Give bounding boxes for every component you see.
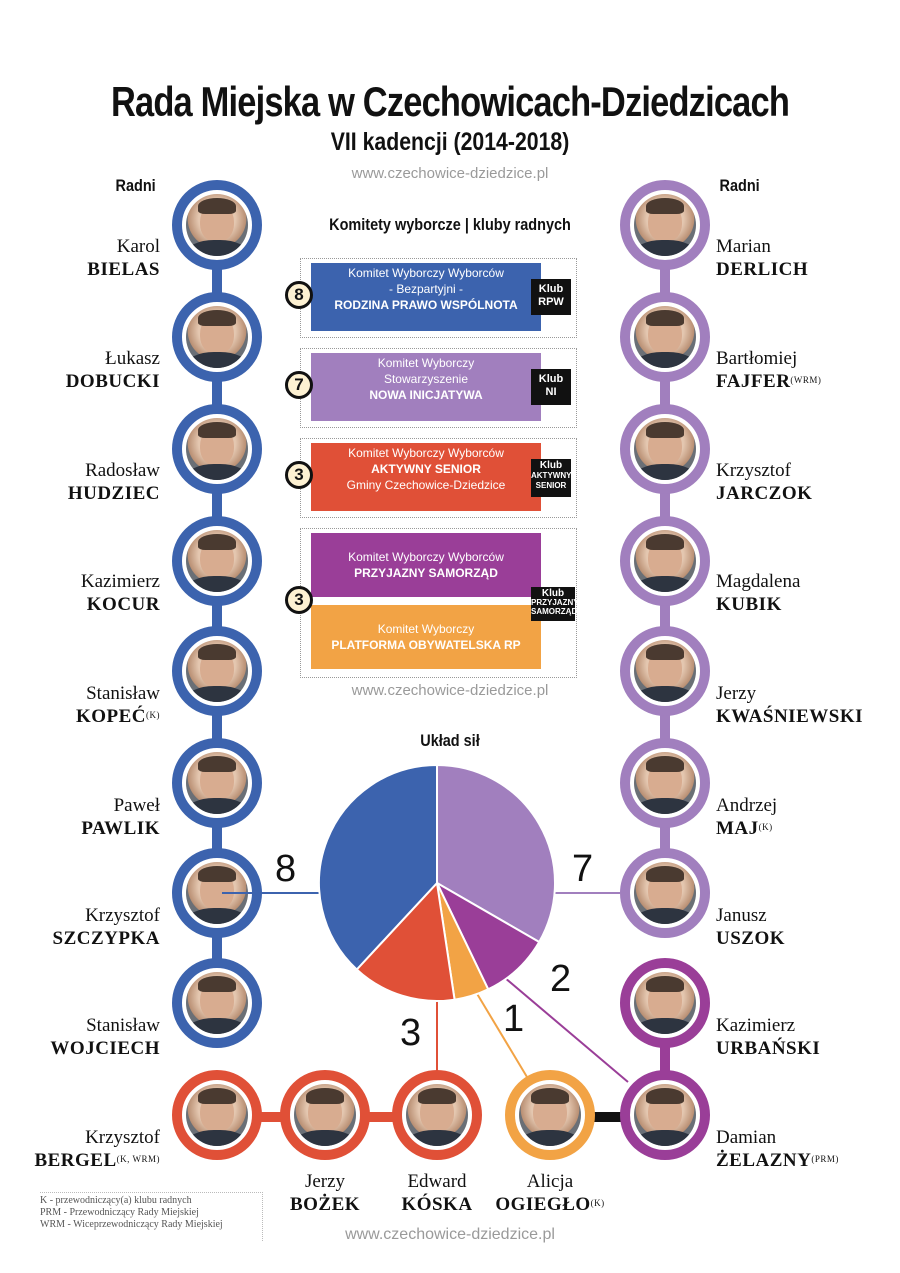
member-name: Stanisław WOJCIECH — [50, 1015, 160, 1059]
committee-2: Komitet Wyborczy Stowarzyszenie NOWA INICJ… — [285, 348, 577, 428]
member-name: Andrzej MAJ(K) — [716, 795, 778, 839]
legend: K - przewodniczący(a) klubu radnych PRM … — [40, 1192, 263, 1241]
pie-slice-3 — [355, 880, 456, 1002]
avatar — [172, 958, 262, 1048]
legend-line: K - przewodniczący(a) klubu radnych — [40, 1195, 192, 1206]
avatar — [172, 516, 262, 606]
member-name: Łukasz DOBUCKI — [65, 348, 160, 392]
klub-badge: Klub NI — [531, 369, 571, 405]
member-name: Krzysztof BERGEL(K, WRM) — [34, 1127, 160, 1171]
avatar — [620, 738, 710, 828]
radni-header-left: Radni — [115, 176, 156, 195]
avatar — [620, 958, 710, 1048]
website-middle: www.czechowice-dziedzice.pl — [351, 682, 549, 699]
avatar — [172, 292, 262, 382]
avatar — [280, 1070, 370, 1160]
count-label-blue: 8 — [275, 848, 297, 890]
avatar — [172, 1070, 262, 1160]
member-name: Jerzy KWAŚNIEWSKI — [716, 683, 863, 727]
member-name: Damian ŻELAZNY(PRM) — [716, 1127, 839, 1171]
committee-1: Komitet Wyborczy Wyborców - Bezpartyjni -… — [285, 258, 577, 338]
committee-4: Komitet Wyborczy Wyborców PRZYJAZNY SAMOR… — [285, 528, 579, 678]
klub-badge: Klub RPW — [531, 279, 571, 315]
left-chain-line — [212, 250, 222, 995]
count-badge: 3 — [285, 461, 313, 489]
member-name: Radosław HUDZIEC — [67, 460, 160, 504]
member-name: Jerzy BOŻEK — [289, 1171, 361, 1215]
connector-orange — [469, 981, 531, 1083]
avatar — [620, 516, 710, 606]
avatar — [172, 738, 262, 828]
avatar — [620, 180, 710, 270]
member-name: Janusz USZOK — [716, 905, 786, 949]
committee-box: Komitet Wyborczy Wyborców AKTYWNY SENIOR G… — [311, 443, 541, 511]
avatar — [172, 404, 262, 494]
avatar — [620, 1070, 710, 1160]
member-name: Karol BIELAS — [87, 236, 160, 280]
connector-purple — [497, 971, 629, 1083]
radni-header-right: Radni — [719, 176, 760, 195]
connectors — [222, 892, 629, 1083]
pie-slice-8 — [318, 763, 438, 971]
count-label-orange: 1 — [503, 998, 525, 1040]
page-subtitle: VII kadencji (2014-2018) — [330, 128, 570, 156]
member-name: Bartłomiej FAJFER(WRM) — [716, 348, 822, 392]
avatar — [505, 1070, 595, 1160]
klub-badge: Klub AKTYWNY SENIOR — [531, 459, 571, 497]
count-label-red: 3 — [400, 1012, 422, 1054]
avatar — [620, 626, 710, 716]
committees-header: Komitety wyborcze | kluby radnych — [329, 215, 571, 234]
count-badge: 7 — [285, 371, 313, 399]
avatar — [172, 626, 262, 716]
uklad-header: Układ sił — [420, 731, 480, 750]
count-badge: 3 — [285, 586, 313, 614]
avatar — [620, 404, 710, 494]
member-name: Kazimierz URBAŃSKI — [716, 1015, 821, 1059]
avatar — [620, 292, 710, 382]
committee-box: Komitet Wyborczy Wyborców PRZYJAZNY SAMOR… — [311, 533, 541, 597]
member-name: Krzysztof SZCZYPKA — [52, 905, 160, 949]
website-top: www.czechowice-dziedzice.pl — [351, 165, 549, 182]
avatar — [620, 848, 710, 938]
committee-3: Komitet Wyborczy Wyborców AKTYWNY SENIOR G… — [285, 438, 577, 518]
website-bottom: www.czechowice-dziedzice.pl — [345, 1226, 555, 1243]
committee-box: Komitet Wyborczy Stowarzyszenie NOWA INICJ… — [311, 353, 541, 421]
klub-badge: Klub PRZYJAZNY SAMORZĄD — [531, 587, 579, 621]
count-label-lavender: 7 — [572, 848, 594, 890]
member-name: Alicja OGIEGŁO(K) — [495, 1171, 605, 1215]
pie-slice-7 — [436, 763, 556, 944]
member-name: Edward KÓSKA — [401, 1171, 473, 1215]
legend-line: WRM - Wiceprzewodniczący Rady Miejskiej — [40, 1219, 223, 1230]
count-badge: 8 — [285, 281, 313, 309]
member-name: Stanisław KOPEĆ(K) — [75, 683, 160, 727]
pie — [318, 763, 556, 1002]
bottom-black-link — [590, 1112, 625, 1122]
member-name: Paweł PAWLIK — [81, 795, 160, 839]
member-name: Krzysztof JARCZOK — [716, 460, 813, 504]
member-name: Magdalena KUBIK — [716, 571, 801, 615]
member-name: Marian DERLICH — [716, 236, 809, 280]
avatar — [172, 180, 262, 270]
committee-box: Komitet Wyborczy Wyborców - Bezpartyjni -… — [311, 263, 541, 331]
count-label-purple: 2 — [550, 958, 572, 1000]
member-name: Kazimierz KOCUR — [80, 571, 160, 615]
page-title: Rada Miejska w Czechowicach-Dziedzicach — [110, 78, 790, 125]
committee-box: Komitet Wyborczy PLATFORMA OBYWATELSKA RP — [311, 605, 541, 669]
legend-line: PRM - Przewodniczący Rady Miejskiej — [40, 1207, 199, 1218]
